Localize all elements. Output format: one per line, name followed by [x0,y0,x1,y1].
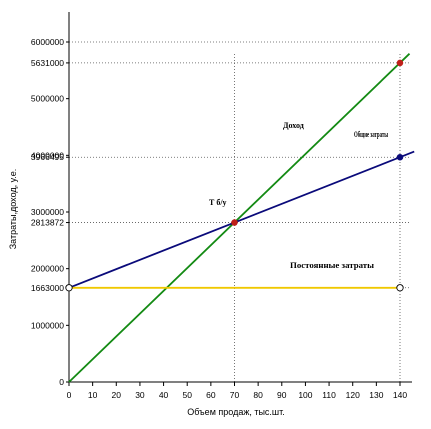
x-tick-label-4: 40 [159,390,169,400]
x-tick-label-5: 50 [182,390,192,400]
x-tick-label-8: 80 [253,390,263,400]
reference-lines [69,41,410,382]
x-tick-label-3: 30 [135,390,145,400]
x-tick-label-9: 90 [277,390,287,400]
series-label-income: Доход [283,121,304,130]
series-label-fixed-costs: Постоянные затраты [290,261,375,270]
point-markers [65,59,404,292]
y-tick-label-10: 6000000 [31,37,64,47]
break-even-label: Т б/у [209,198,227,207]
y-tick-label-4: 2813872 [31,218,64,228]
series-label-total-costs: Общие затраты [354,130,388,139]
y-axis-title: Затраты,доход, у.е. [8,169,18,250]
y-tick-label-1: 1000000 [31,320,64,330]
marker-2 [396,153,404,161]
marker-3 [65,284,73,292]
y-tick-label-9: 5631000 [31,58,64,68]
chart-labels: Объем продаж, тыс.шт. Затраты,доход, у.е… [8,121,388,417]
y-tick-label-3: 2000000 [31,264,64,274]
series-lines [68,53,415,383]
x-axis-title: Объем продаж, тыс.шт. [187,407,285,417]
x-tick-label-0: 0 [67,390,72,400]
marker-4 [396,284,404,292]
y-tick-label-5: 3000000 [31,207,64,217]
x-tick-label-2: 20 [112,390,122,400]
x-tick-label-7: 70 [230,390,240,400]
marker-0 [231,219,238,226]
y-tick-label-0: 0 [59,377,64,387]
marker-1 [396,59,404,67]
series-line-1 [68,150,415,289]
axes: 0 10 20 30 40 50 60 70 80 90 100 110 120 130 140 0 10000… [31,12,412,400]
x-tick-label-11: 110 [322,390,336,400]
y-tick-label-6: 3966495 [31,152,64,162]
series-line-0 [68,53,411,383]
y-tick-label-8: 5000000 [31,94,64,104]
y-tick-label-2: 1663000 [31,283,64,293]
x-tick-label-6: 60 [206,390,216,400]
x-tick-label-1: 10 [88,390,98,400]
y-tick-label-7: 4000000 [31,150,64,160]
x-tick-label-13: 130 [369,390,383,400]
x-tick-label-10: 100 [298,390,312,400]
x-tick-label-14: 140 [393,390,407,400]
x-tick-label-12: 120 [346,390,360,400]
